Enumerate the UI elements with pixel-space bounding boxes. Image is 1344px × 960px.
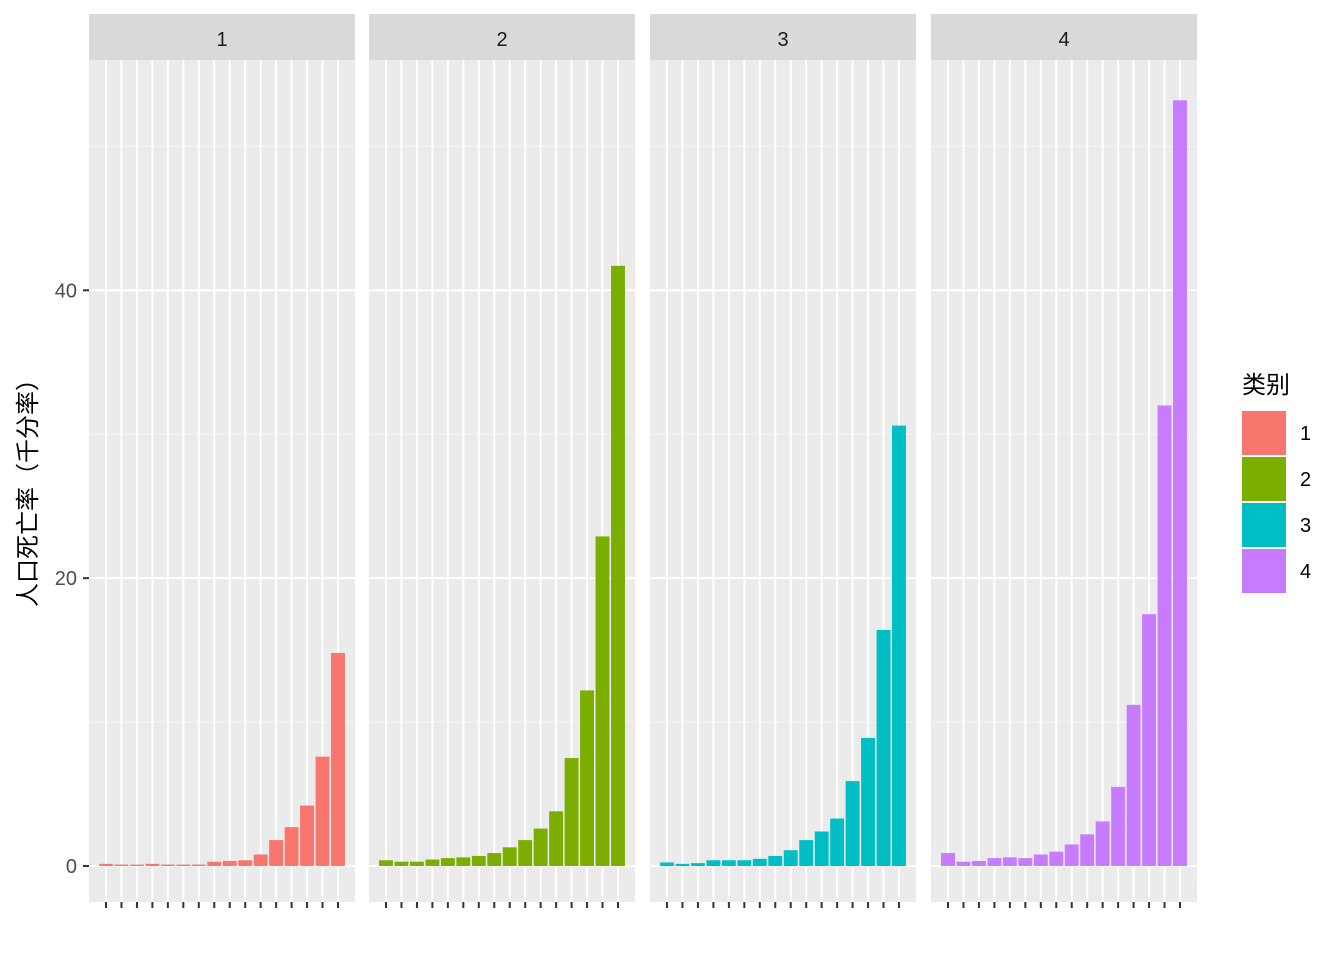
bar xyxy=(238,860,253,867)
bar xyxy=(845,781,860,867)
bar xyxy=(1049,851,1064,867)
bar xyxy=(956,861,971,867)
bar xyxy=(971,860,986,867)
bar xyxy=(549,811,564,867)
bar xyxy=(706,860,721,867)
bar xyxy=(564,758,579,867)
panels-layer: 1 2 3 4 xyxy=(89,14,1197,908)
bar xyxy=(1018,858,1033,867)
panel-strip-label: 3 xyxy=(777,29,788,51)
legend-swatch xyxy=(1242,457,1286,501)
bar xyxy=(518,840,533,867)
bar xyxy=(331,652,345,867)
panel-2: 2 xyxy=(369,14,635,908)
bar xyxy=(1002,857,1017,867)
panel-strip-label: 2 xyxy=(496,29,507,51)
bar xyxy=(176,864,191,867)
bar xyxy=(425,859,440,867)
bar xyxy=(830,818,845,867)
bar xyxy=(941,853,955,867)
bar xyxy=(1142,614,1157,867)
panel-strip xyxy=(369,14,635,60)
bar xyxy=(191,864,206,867)
bar xyxy=(675,863,690,867)
bar xyxy=(987,858,1002,867)
bar xyxy=(409,861,424,867)
legend-swatch xyxy=(1242,549,1286,593)
bar xyxy=(114,864,129,867)
panel-3: 3 xyxy=(650,14,916,908)
bar xyxy=(440,858,455,867)
legend-swatch xyxy=(1242,411,1286,455)
bar xyxy=(721,860,736,867)
y-tick-label: 20 xyxy=(55,568,77,590)
panel-strip xyxy=(650,14,916,60)
panel-background xyxy=(369,60,635,902)
bar xyxy=(269,840,284,867)
bar xyxy=(611,265,625,867)
bar xyxy=(1157,405,1172,867)
bar xyxy=(768,855,783,867)
panel-strip-label: 1 xyxy=(216,29,227,51)
bar xyxy=(487,853,502,867)
bar xyxy=(1080,834,1095,867)
bar xyxy=(861,737,876,867)
bar xyxy=(737,860,752,867)
legend: 类别 1 2 3 4 xyxy=(1242,371,1311,593)
bar xyxy=(379,860,393,867)
bar xyxy=(1173,100,1187,867)
bar xyxy=(394,861,409,867)
bar xyxy=(533,828,548,867)
panel-strip xyxy=(931,14,1197,60)
bar xyxy=(1064,844,1079,867)
y-tick-label: 40 xyxy=(55,280,77,302)
legend-label: 3 xyxy=(1300,515,1311,537)
panel-background xyxy=(650,60,916,902)
bar xyxy=(690,863,705,867)
bar xyxy=(752,858,767,867)
bar xyxy=(502,847,517,867)
bar xyxy=(580,690,595,867)
panel-background xyxy=(89,60,355,902)
bar xyxy=(783,850,798,867)
bar xyxy=(660,862,674,867)
panel-strip-label: 4 xyxy=(1058,29,1069,51)
bar xyxy=(315,756,330,867)
bar xyxy=(595,536,610,867)
bar xyxy=(814,831,829,867)
bar xyxy=(876,629,891,867)
panel-1: 1 xyxy=(89,14,355,908)
bar xyxy=(284,827,299,867)
legend-title: 类别 xyxy=(1242,371,1290,399)
bar xyxy=(1095,821,1110,867)
bar xyxy=(145,863,160,867)
bar xyxy=(253,854,268,867)
legend-swatch xyxy=(1242,503,1286,547)
bar xyxy=(160,864,175,867)
panel-background xyxy=(931,60,1197,902)
bar xyxy=(300,805,315,867)
bar xyxy=(456,857,471,867)
bar xyxy=(207,861,222,867)
bar xyxy=(1033,854,1048,867)
legend-label: 4 xyxy=(1300,561,1311,583)
bar xyxy=(1111,786,1126,867)
legend-label: 2 xyxy=(1300,469,1311,491)
y-tick-label: 0 xyxy=(66,856,77,878)
y-axis: 0 20 40 xyxy=(55,280,89,878)
legend-label: 1 xyxy=(1300,423,1311,445)
bar xyxy=(1126,704,1141,867)
bar xyxy=(129,864,144,867)
bar xyxy=(799,840,814,867)
bar xyxy=(99,863,113,867)
panel-strip xyxy=(89,14,355,60)
y-axis-title: 人口死亡率（千分率） xyxy=(14,367,42,607)
bar xyxy=(892,425,906,867)
bar xyxy=(222,860,237,867)
bar xyxy=(471,855,486,867)
panel-4: 4 xyxy=(931,14,1197,908)
